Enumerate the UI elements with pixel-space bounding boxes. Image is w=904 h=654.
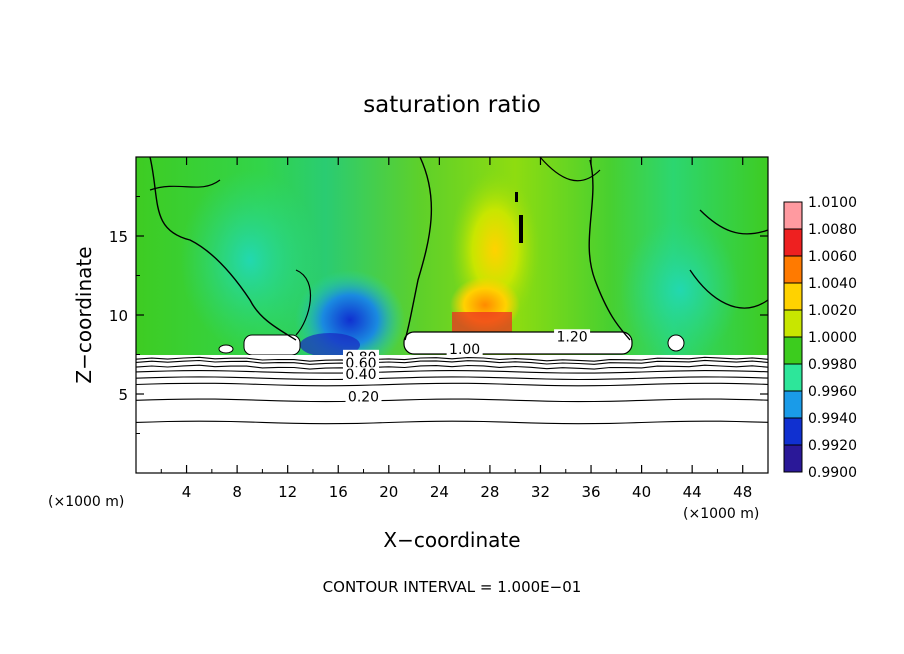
horizontal-contours xyxy=(135,356,769,425)
contour-streak-small xyxy=(515,192,518,202)
colorbar-swatch xyxy=(784,283,802,310)
x-tick-label: 44 xyxy=(683,483,702,501)
y-axis-label: Z−coordinate xyxy=(72,246,96,383)
colorbar-swatch xyxy=(784,256,802,283)
colorbar-swatch xyxy=(784,364,802,391)
x-tick-label: 24 xyxy=(430,483,449,501)
x-tick-label: 32 xyxy=(531,483,550,501)
contour-line-top-left xyxy=(149,179,221,191)
colorbar-label: 1.0100 xyxy=(808,195,857,211)
contour-label-bg xyxy=(554,329,591,344)
contour-line-center-right xyxy=(588,159,631,341)
contour-line xyxy=(135,376,769,381)
contour-streak xyxy=(519,215,523,243)
contour-line-right xyxy=(699,209,768,235)
y-tick-label: 10 xyxy=(109,307,128,325)
contour-label-bg xyxy=(345,389,382,404)
contour-label-bg xyxy=(446,341,483,356)
x-tick-label: 40 xyxy=(632,483,651,501)
contour-line xyxy=(135,364,769,370)
x-axis-ticks: 4 8 12 16 20 24 28 32 36 40 44 48 xyxy=(160,157,752,501)
contour-label: 0.20 xyxy=(348,389,379,405)
colorbar-swatch xyxy=(784,418,802,445)
colorbar-swatch xyxy=(784,337,802,364)
contour-labels: 1.201.000.800.600.400.20 xyxy=(342,329,591,405)
colorbar-label: 1.0040 xyxy=(808,276,857,292)
x-unit-right: (×1000 m) xyxy=(683,506,759,522)
y-axis-ticks: 5 10 15 xyxy=(109,196,768,434)
x-tick-label: 28 xyxy=(480,483,499,501)
contour-line-upper-left xyxy=(149,157,297,341)
colorbar-label: 1.0080 xyxy=(808,222,857,238)
contour-line xyxy=(135,420,769,425)
x-tick-label: 48 xyxy=(733,483,752,501)
cloud-patch-center xyxy=(403,331,633,355)
contour-line xyxy=(135,382,769,387)
colorbar: 1.0100 1.0080 1.0060 1.0040 1.0020 1.0000 0.99… xyxy=(783,195,857,481)
x-tick-label: 16 xyxy=(329,483,348,501)
x-tick-label: 4 xyxy=(182,483,192,501)
colorbar-swatch xyxy=(784,310,802,337)
red-streaks xyxy=(452,312,512,332)
contour-interval-note: CONTOUR INTERVAL = 1.000E−01 xyxy=(323,578,582,596)
contour-line xyxy=(135,398,769,403)
chart-title: saturation ratio xyxy=(363,92,541,118)
colorbar-label: 1.0020 xyxy=(808,303,857,319)
cyan-region-left xyxy=(180,170,320,350)
colorbar-swatch xyxy=(784,202,802,229)
contour-line xyxy=(135,356,769,362)
colorbar-label: 0.9940 xyxy=(808,411,857,427)
cloud-patch-tiny xyxy=(218,344,234,354)
colorbar-swatch xyxy=(784,229,802,256)
y-tick-label: 15 xyxy=(109,228,128,246)
colorbar-label: 1.0060 xyxy=(808,249,857,265)
colorbar-label: 0.9900 xyxy=(808,465,857,481)
contour-line-right-low xyxy=(689,269,768,309)
y-tick-label: 5 xyxy=(118,386,128,404)
contour-label: 1.20 xyxy=(556,329,587,345)
colorbar-label: 0.9960 xyxy=(808,384,857,400)
contour-line-left-loop xyxy=(295,269,311,336)
contour-label: 0.40 xyxy=(345,367,376,383)
x-axis-label: X−coordinate xyxy=(383,528,520,552)
x-tick-label: 12 xyxy=(278,483,297,501)
plot-field xyxy=(136,157,768,473)
contour-line-top-mid xyxy=(539,157,601,182)
x-tick-label: 20 xyxy=(379,483,398,501)
x-tick-label: 36 xyxy=(581,483,600,501)
contour-label-bg xyxy=(342,356,379,371)
colorbar-swatch xyxy=(784,391,802,418)
cloud-patch-small xyxy=(667,334,685,352)
x-tick-label: 8 xyxy=(232,483,242,501)
contour-label: 1.00 xyxy=(449,342,480,358)
colorbar-label: 0.9920 xyxy=(808,438,857,454)
contour-line-center-left xyxy=(404,157,433,341)
contour-label-bg xyxy=(342,367,379,382)
colorbar-swatch xyxy=(784,445,802,472)
x-unit-left: (×1000 m) xyxy=(48,494,124,510)
colorbar-label: 0.9980 xyxy=(808,357,857,373)
cyan-region-right xyxy=(620,220,740,360)
contour-line xyxy=(135,370,769,374)
contour-line xyxy=(135,359,769,365)
colorbar-label: 1.0000 xyxy=(808,330,857,346)
lower-field xyxy=(136,355,768,473)
